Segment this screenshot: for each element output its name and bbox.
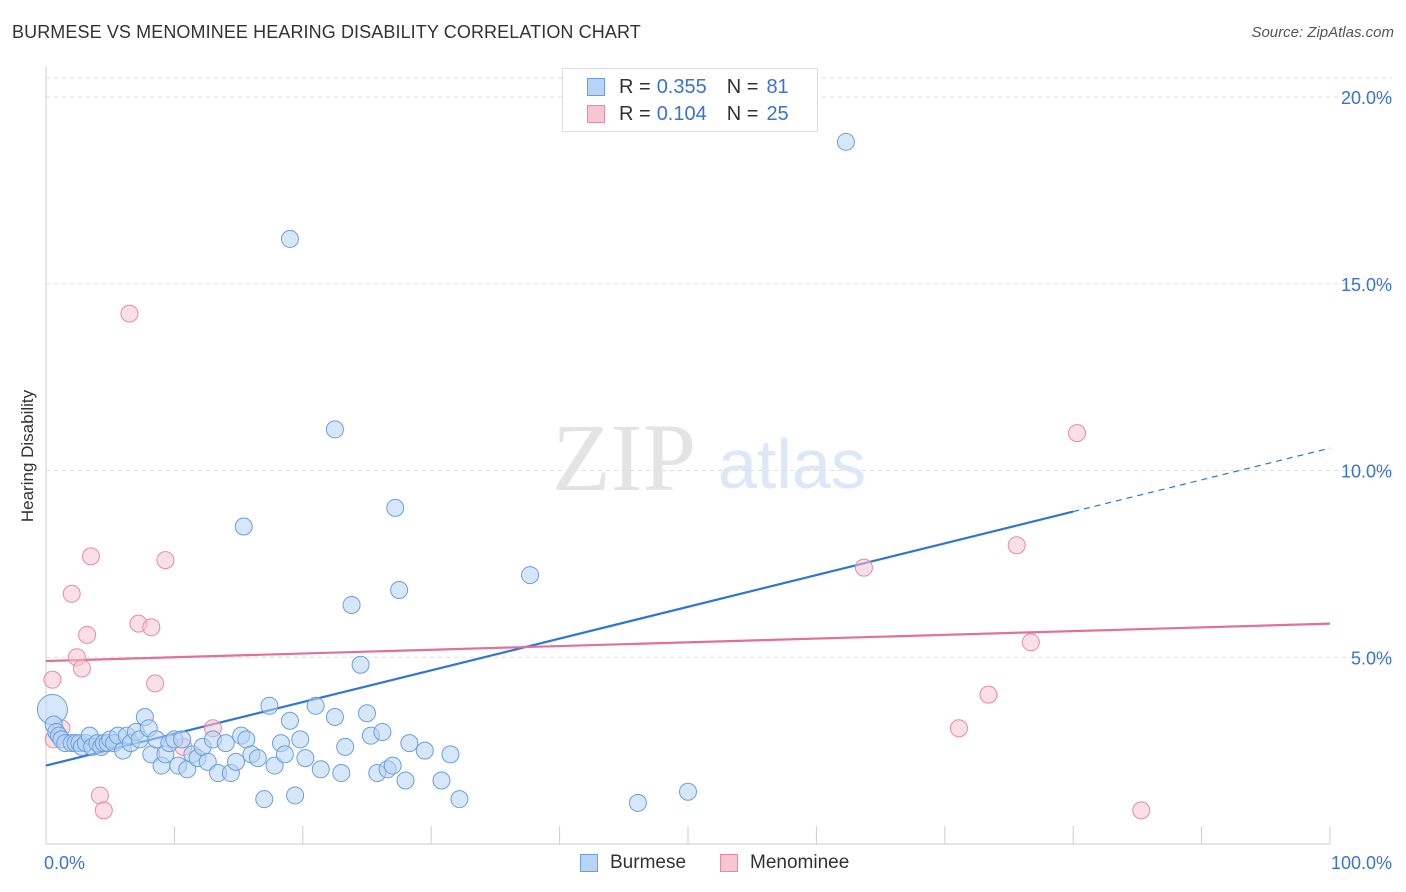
menominee-point-9: [94, 801, 113, 820]
x-tick-label-1: 100.0%: [1331, 853, 1392, 873]
burmese-point-46: [237, 730, 256, 749]
burmese-point-61: [332, 764, 351, 783]
x-tick-label-0: 0.0%: [44, 853, 85, 873]
menominee-point-20: [1007, 536, 1026, 555]
burmese-point-72: [396, 771, 415, 790]
burmese-point-84: [679, 782, 697, 801]
burmese-point-76: [441, 745, 460, 764]
menominee-point-21: [1021, 633, 1040, 652]
menominee-r-label: R =: [619, 102, 651, 125]
legend-item-menominee: Menominee: [720, 852, 849, 874]
burmese-point-54: [280, 711, 299, 730]
burmese-legend-swatch: [580, 854, 598, 872]
burmese-point-71: [390, 581, 409, 600]
legend-row-burmese: R = 0.355 N = 81: [587, 75, 789, 99]
menominee-point-13: [146, 674, 165, 693]
burmese-point-42: [216, 734, 235, 753]
menominee-point-0: [43, 670, 62, 689]
menominee-point-23: [1132, 801, 1151, 820]
burmese-point-79: [280, 229, 299, 248]
menominee-point-6: [78, 625, 97, 644]
menominee-point-17: [854, 558, 873, 577]
menominee-point-19: [979, 685, 998, 704]
watermark-atlas: atlas: [718, 425, 866, 503]
menominee-point-14: [156, 551, 175, 570]
menominee-point-8: [90, 786, 109, 805]
burmese-point-53: [275, 745, 294, 764]
burmese-point-48: [248, 749, 267, 768]
burmese-point-70: [383, 756, 402, 775]
menominee-legend-swatch: [720, 854, 739, 872]
burmese-point-62: [336, 737, 355, 756]
burmese-r-label: R =: [619, 75, 651, 98]
menominee-n-value: 25: [766, 102, 789, 125]
menominee-r-value: 0.104: [656, 102, 707, 125]
menominee-point-12: [142, 618, 161, 637]
menominee-point-5: [72, 659, 91, 678]
menominee-n-label: N =: [726, 102, 759, 125]
burmese-trend-extension: [1073, 447, 1331, 513]
burmese-trend-line: [45, 510, 1074, 767]
menominee-trend-line: [45, 622, 1331, 663]
burmese-point-73: [400, 734, 419, 753]
menominee-point-18: [949, 719, 968, 738]
y-tick-label-2: 15.0%: [1341, 275, 1392, 295]
menominee-swatch: [587, 105, 605, 123]
burmese-point-44: [227, 752, 246, 771]
burmese-point-78: [234, 517, 253, 536]
menominee-point-3: [62, 584, 81, 603]
burmese-point-50: [260, 696, 279, 715]
burmese-point-59: [311, 760, 330, 779]
menominee-point-7: [81, 547, 100, 566]
burmese-swatch: [587, 78, 605, 96]
stats-legend: R = 0.355 N = 81 R = 0.104 N = 25: [562, 68, 818, 132]
legend-row-menominee: R = 0.104 N = 25: [587, 102, 789, 126]
menominee-legend-label: Menominee: [750, 852, 850, 873]
y-axis-label: Hearing Disability: [18, 389, 37, 523]
burmese-point-74: [415, 741, 434, 760]
series-legend: Burmese Menominee: [580, 852, 883, 874]
burmese-point-80: [325, 420, 344, 439]
y-tick-label-0: 5.0%: [1351, 648, 1392, 668]
burmese-point-51: [265, 756, 284, 775]
y-tick-label-1: 10.0%: [1341, 462, 1392, 482]
burmese-point-75: [432, 771, 451, 790]
burmese-point-64: [351, 655, 370, 674]
burmese-r-value: 0.355: [656, 75, 707, 98]
burmese-point-83: [628, 793, 647, 812]
burmese-point-60: [325, 708, 344, 727]
burmese-point-55: [286, 786, 305, 805]
burmese-point-49: [255, 790, 274, 809]
burmese-point-82: [521, 566, 540, 585]
watermark-zip: ZIP: [552, 404, 696, 511]
burmese-point-63: [342, 595, 361, 614]
burmese-n-value: 81: [766, 75, 789, 98]
burmese-n-label: N =: [726, 75, 759, 98]
menominee-point-22: [1068, 424, 1087, 443]
burmese-point-58: [306, 696, 325, 715]
burmese-point-81: [386, 498, 405, 517]
burmese-legend-label: Burmese: [610, 852, 687, 873]
source-label: Source: ZipAtlas.com: [1251, 24, 1394, 41]
burmese-point-57: [296, 749, 315, 768]
y-tick-label-3: 20.0%: [1341, 88, 1392, 108]
burmese-point-34: [173, 730, 192, 749]
burmese-point-68: [373, 722, 392, 741]
burmese-point-77: [450, 790, 469, 809]
burmese-point-85: [836, 132, 855, 151]
legend-item-burmese: Burmese: [580, 852, 686, 874]
burmese-point-39: [198, 752, 217, 771]
burmese-point-56: [291, 730, 310, 749]
menominee-point-10: [120, 304, 139, 323]
chart-title: BURMESE VS MENOMINEE HEARING DISABILITY …: [12, 22, 641, 42]
burmese-point-65: [358, 704, 376, 723]
